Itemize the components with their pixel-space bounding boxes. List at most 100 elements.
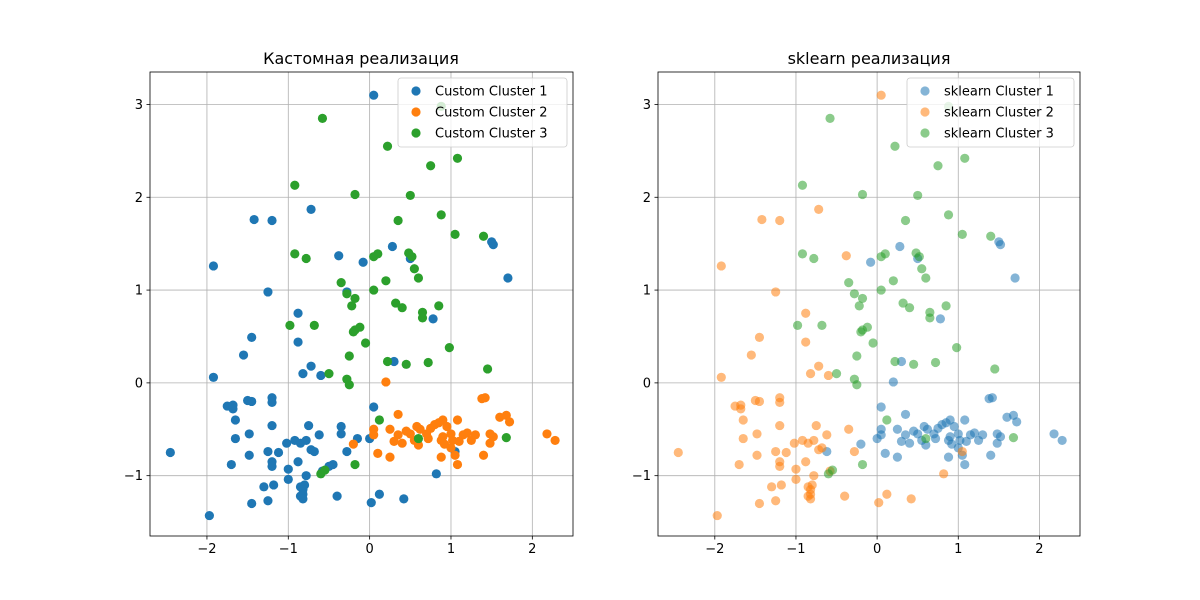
right-cluster-3-point	[921, 273, 931, 283]
left-cluster-3-point	[369, 285, 379, 295]
left-cluster-1-point	[269, 480, 279, 490]
right-cluster-1-point	[961, 436, 971, 446]
left-cluster-3-point	[350, 189, 360, 200]
right-legend-marker-2	[920, 107, 930, 117]
right-cluster-2-point	[736, 400, 746, 410]
left-cluster-2-point	[423, 433, 433, 444]
right-cluster-3-point	[825, 113, 835, 123]
left-x-tick-label: −1	[279, 542, 298, 557]
left-y-tick-label: 1	[135, 284, 143, 299]
left-cluster-1-point	[263, 446, 273, 457]
left-cluster-1-point	[336, 421, 346, 432]
right-cluster-3-point	[960, 153, 970, 163]
right-y-tick-label: 1	[643, 284, 651, 299]
right-cluster-1-point	[904, 438, 915, 448]
right-legend-label-3: sklearn Cluster 3	[944, 127, 1054, 142]
right-series-2	[673, 90, 967, 521]
left-cluster-1-point	[226, 459, 236, 470]
left-chart-panel: Кастомная реализация −2 −1 0 1 2 −1 0 1 2 3 Custom…	[124, 49, 574, 557]
left-x-tick-label: −2	[197, 542, 216, 557]
left-x-tick-label: 2	[528, 542, 536, 557]
left-cluster-1-point	[298, 369, 308, 379]
right-cluster-3-point	[921, 433, 931, 444]
left-cluster-1-point	[328, 459, 338, 470]
right-cluster-2-point	[738, 433, 748, 444]
right-cluster-2-point	[805, 369, 816, 379]
left-cluster-1-point	[249, 214, 259, 225]
right-cluster-2-point	[814, 361, 824, 371]
right-cluster-3-point	[913, 190, 923, 201]
right-cluster-3-point	[856, 327, 866, 337]
right-cluster-3-point	[914, 252, 924, 262]
right-cluster-2-point	[791, 474, 801, 484]
left-cluster-3-point	[369, 252, 379, 262]
left-cluster-2-point	[348, 439, 358, 449]
right-cluster-1-point	[987, 393, 997, 403]
right-x-tick-label: −1	[786, 542, 805, 557]
right-cluster-3-point	[827, 465, 838, 475]
right-cluster-2-point	[771, 446, 781, 457]
right-cluster-1-point	[856, 439, 866, 449]
left-cluster-1-point	[208, 261, 219, 271]
left-cluster-2-point	[385, 424, 395, 434]
left-cluster-1-point	[263, 496, 273, 506]
left-cluster-3-point	[348, 327, 358, 337]
left-cluster-3-point	[391, 298, 401, 308]
right-cluster-2-point	[801, 337, 811, 347]
left-chart-title: Кастомная реализация	[263, 49, 459, 68]
left-cluster-2-point	[466, 435, 476, 446]
left-cluster-3-point	[434, 301, 444, 311]
left-cluster-3-point	[407, 252, 417, 262]
right-cluster-2-point	[775, 420, 785, 431]
right-cluster-1-point	[922, 424, 933, 434]
left-cluster-1-point	[267, 397, 277, 407]
left-cluster-2-point	[478, 450, 489, 460]
left-legend-label-1: Custom Cluster 1	[435, 85, 547, 100]
left-cluster-3-point	[413, 273, 424, 283]
left-cluster-2-point	[504, 417, 515, 427]
right-cluster-2-point	[746, 350, 756, 360]
right-cluster-2-point	[771, 287, 781, 297]
left-legend: Custom Cluster 1 Custom Cluster 2 Custom C…	[397, 77, 568, 148]
right-cluster-2-point	[814, 204, 824, 214]
left-cluster-2-point	[454, 436, 464, 446]
left-cluster-1-point	[267, 215, 277, 226]
right-cluster-2-point	[775, 215, 785, 226]
left-cluster-1-point	[298, 494, 308, 504]
right-cluster-2-point	[712, 510, 722, 521]
left-cluster-1-point	[306, 204, 316, 214]
right-cluster-2-point	[716, 372, 726, 382]
left-cluster-3-point	[405, 190, 415, 201]
left-cluster-1-point	[342, 446, 352, 457]
left-cluster-1-point	[301, 471, 311, 481]
right-cluster-2-point	[716, 261, 726, 271]
left-cluster-2-point	[369, 430, 379, 440]
right-cluster-1-point	[949, 421, 959, 432]
left-cluster-3-point	[478, 231, 489, 241]
left-cluster-2-point	[389, 436, 399, 446]
right-y-tick-label: −1	[632, 469, 651, 484]
right-cluster-1-point	[900, 409, 911, 420]
left-cluster-3-point	[452, 153, 463, 163]
left-cluster-1-point	[208, 372, 219, 382]
left-cluster-3-point	[350, 293, 360, 304]
left-cluster-2-point	[373, 448, 383, 459]
right-cluster-3-point	[986, 231, 996, 241]
right-cluster-3-point	[857, 459, 868, 470]
left-cluster-3-point	[393, 215, 403, 226]
right-cluster-1-point	[1012, 417, 1022, 427]
right-cluster-3-point	[904, 303, 915, 313]
right-cluster-3-point	[857, 293, 868, 304]
left-cluster-1-point	[165, 447, 175, 458]
left-cluster-3-point	[374, 415, 384, 425]
right-axes-frame	[657, 71, 1081, 537]
left-cluster-3-point	[397, 303, 407, 313]
left-x-tick-label: 1	[447, 542, 455, 557]
right-cluster-1-point	[943, 452, 954, 462]
right-cluster-2-point	[817, 443, 827, 453]
left-cluster-1-point	[293, 337, 303, 347]
right-cluster-3-point	[941, 301, 951, 311]
left-cluster-3-point	[501, 433, 511, 443]
right-cluster-1-point	[892, 452, 903, 462]
